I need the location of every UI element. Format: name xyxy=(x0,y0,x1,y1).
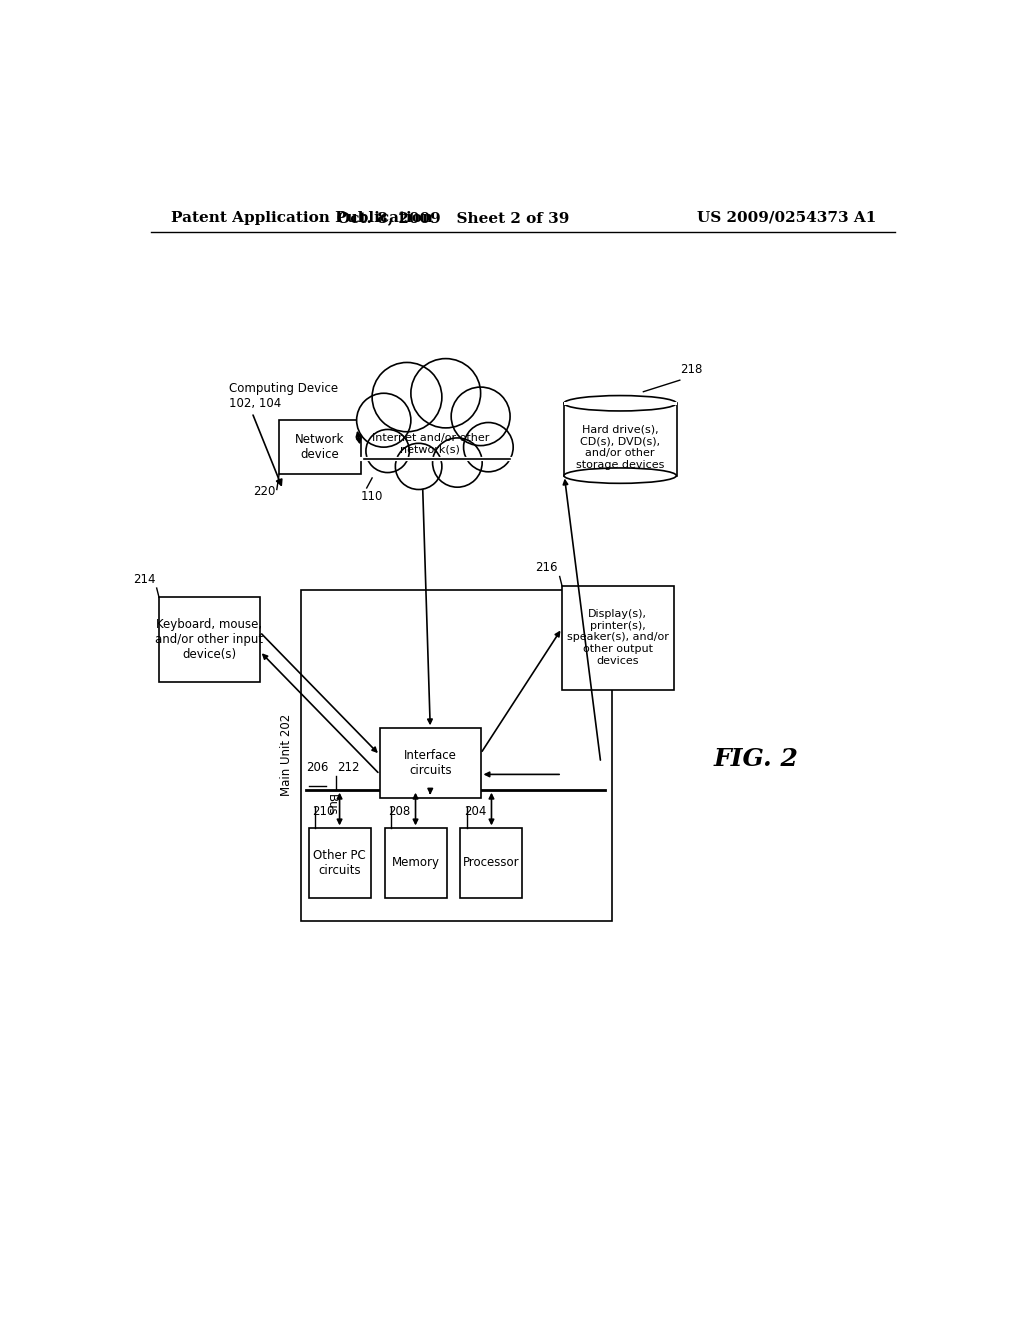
Text: Bus: Bus xyxy=(326,793,338,816)
Text: Memory: Memory xyxy=(391,857,439,870)
FancyBboxPatch shape xyxy=(280,420,360,474)
Text: 110: 110 xyxy=(360,490,383,503)
FancyBboxPatch shape xyxy=(562,586,675,689)
Text: US 2009/0254373 A1: US 2009/0254373 A1 xyxy=(697,211,877,224)
Text: Hard drive(s),
CD(s), DVD(s),
and/or other
storage devices: Hard drive(s), CD(s), DVD(s), and/or oth… xyxy=(575,425,665,470)
FancyBboxPatch shape xyxy=(385,829,446,898)
Circle shape xyxy=(432,438,482,487)
FancyBboxPatch shape xyxy=(564,404,677,477)
FancyBboxPatch shape xyxy=(461,829,522,898)
Circle shape xyxy=(395,444,442,490)
Ellipse shape xyxy=(564,396,676,411)
Text: Internet and/or other
network(s): Internet and/or other network(s) xyxy=(372,433,488,454)
Text: 216: 216 xyxy=(536,561,558,574)
Circle shape xyxy=(464,422,513,471)
FancyBboxPatch shape xyxy=(564,403,677,405)
Text: Computing Device
102, 104: Computing Device 102, 104 xyxy=(228,381,338,409)
Text: 204: 204 xyxy=(464,805,486,818)
FancyBboxPatch shape xyxy=(159,597,260,682)
Text: Other PC
circuits: Other PC circuits xyxy=(313,849,366,876)
Text: FIG. 2: FIG. 2 xyxy=(714,747,798,771)
Text: 212: 212 xyxy=(337,762,359,775)
Text: 220: 220 xyxy=(253,484,275,498)
Circle shape xyxy=(372,363,442,432)
Text: Keyboard, mouse,
and/or other input
device(s): Keyboard, mouse, and/or other input devi… xyxy=(156,618,263,661)
Text: Display(s),
printer(s),
speaker(s), and/or
other output
devices: Display(s), printer(s), speaker(s), and/… xyxy=(567,609,669,665)
Text: Patent Application Publication: Patent Application Publication xyxy=(171,211,432,224)
FancyBboxPatch shape xyxy=(301,590,612,921)
Text: Interface
circuits: Interface circuits xyxy=(403,748,457,777)
Text: Oct. 8, 2009   Sheet 2 of 39: Oct. 8, 2009 Sheet 2 of 39 xyxy=(337,211,569,224)
Ellipse shape xyxy=(369,405,493,474)
Circle shape xyxy=(452,387,510,446)
Text: Processor: Processor xyxy=(463,857,520,870)
Text: 206: 206 xyxy=(306,762,329,775)
Circle shape xyxy=(366,429,410,473)
Text: Main Unit 202: Main Unit 202 xyxy=(281,714,293,796)
Text: 210: 210 xyxy=(312,805,335,818)
Text: Network
device: Network device xyxy=(295,433,344,461)
FancyBboxPatch shape xyxy=(380,729,480,797)
Text: 214: 214 xyxy=(133,573,155,586)
Text: 218: 218 xyxy=(680,363,702,376)
FancyBboxPatch shape xyxy=(308,829,371,898)
Ellipse shape xyxy=(564,469,676,483)
Circle shape xyxy=(411,359,480,428)
Circle shape xyxy=(356,393,411,447)
Text: 208: 208 xyxy=(388,805,411,818)
